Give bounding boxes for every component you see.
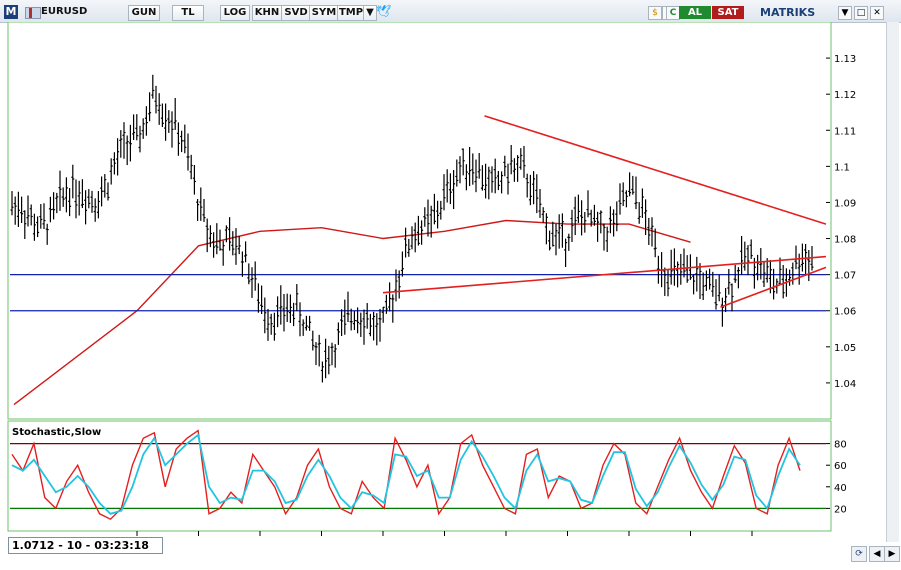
x-axis: 07.2308.2309.2310.2311.2312.2301.2402.24… [136,531,785,542]
c-icon[interactable]: C [666,6,680,20]
trendline [382,255,827,294]
trendline [720,266,827,308]
stochastic-title: Stochastic,Slow [12,427,101,438]
x-tick-label: 01.24 [510,541,539,542]
stochastic-panel [7,420,832,532]
x-tick-label: 10.23 [326,541,355,542]
x-tick-label: 11.23 [387,541,416,542]
price-tick-label: 1.12 [834,90,856,101]
dollar-icon[interactable]: $ [648,6,662,20]
maximize-button[interactable]: □ [854,6,868,20]
price-tick-label: 1.08 [834,235,856,246]
price-tick-label: 1.11 [834,126,856,137]
x-tick-label: 02.24 [572,541,601,542]
flag-icon [25,7,41,19]
tmp-button[interactable]: TMP [337,5,365,21]
dropdown-icon[interactable]: ▼ [363,5,377,21]
price-tick-label: 1.04 [834,379,856,390]
x-tick-label: 04.24 [695,541,724,542]
twitter-icon[interactable]: 🕊 [376,4,392,18]
chart-area[interactable]: Stochastic,Slow 1.04 1.05 1.06 1.07 1.08 1.09… [0,22,886,542]
refresh-icon[interactable]: ⟳ [851,546,867,562]
toolbar: M EURUSD GUN TL LOG KHN SVD SYM TMP ▼ 🕊 … [0,0,901,23]
stochastic-k-line [11,429,801,521]
price-tick-label: 1.13 [834,54,856,65]
moving-average-group [13,219,691,406]
stochastic-tick-label: 20 [834,504,847,515]
close-button[interactable]: ✕ [870,6,884,20]
app-icon[interactable]: M [4,5,18,19]
price-tick-label: 1.05 [834,343,856,354]
khn-button[interactable]: KHN [252,5,282,21]
stochastic-tick-label: 40 [834,483,847,494]
sell-button[interactable]: SAT [712,6,744,19]
price-tick-label: 1.09 [834,198,856,209]
moving-average-line [13,219,691,406]
vertical-scrollbar[interactable] [886,22,899,542]
trendlines-group [382,115,827,308]
x-tick-label: 12.23 [449,541,478,542]
price-panel [7,22,832,420]
price-tick-label: 1.1 [834,162,850,173]
minimize-button[interactable]: ▼ [838,6,852,20]
period-gun-button[interactable]: GUN [128,5,160,21]
svd-button[interactable]: SVD [281,5,311,21]
scroll-left-icon[interactable]: ◀ [869,546,885,562]
stochastic-y-axis: 20 40 60 80 [826,440,847,515]
stochastic-tick-label: 60 [834,461,847,472]
buy-button[interactable]: AL [679,6,711,19]
price-tick-label: 1.07 [834,271,856,282]
stochastic-tick-label: 80 [834,440,847,451]
scroll-right-icon[interactable]: ▶ [884,546,900,562]
sym-button[interactable]: SYM [309,5,339,21]
symbol-label[interactable]: EURUSD [41,6,88,17]
stochastic-lines-group [10,429,826,521]
x-tick-label: 05.24 [756,541,785,542]
log-button[interactable]: LOG [220,5,250,21]
x-tick-label: 09.23 [264,541,293,542]
price-tick-label: 1.06 [834,307,856,318]
price-bars-group [10,74,814,383]
x-tick-label: 08.23 [203,541,232,542]
brand-logo: MATRIKS [760,6,816,19]
currency-tl-button[interactable]: TL [172,5,204,21]
trendline [484,115,827,225]
x-tick-label: 03.24 [633,541,662,542]
price-y-axis: 1.04 1.05 1.06 1.07 1.08 1.09 1.1 1.11 1.12 1.13 [826,54,856,390]
stochastic-d-line [11,433,801,515]
cursor-readout: 1.0712 - 10 - 03:23:18 [8,537,163,554]
